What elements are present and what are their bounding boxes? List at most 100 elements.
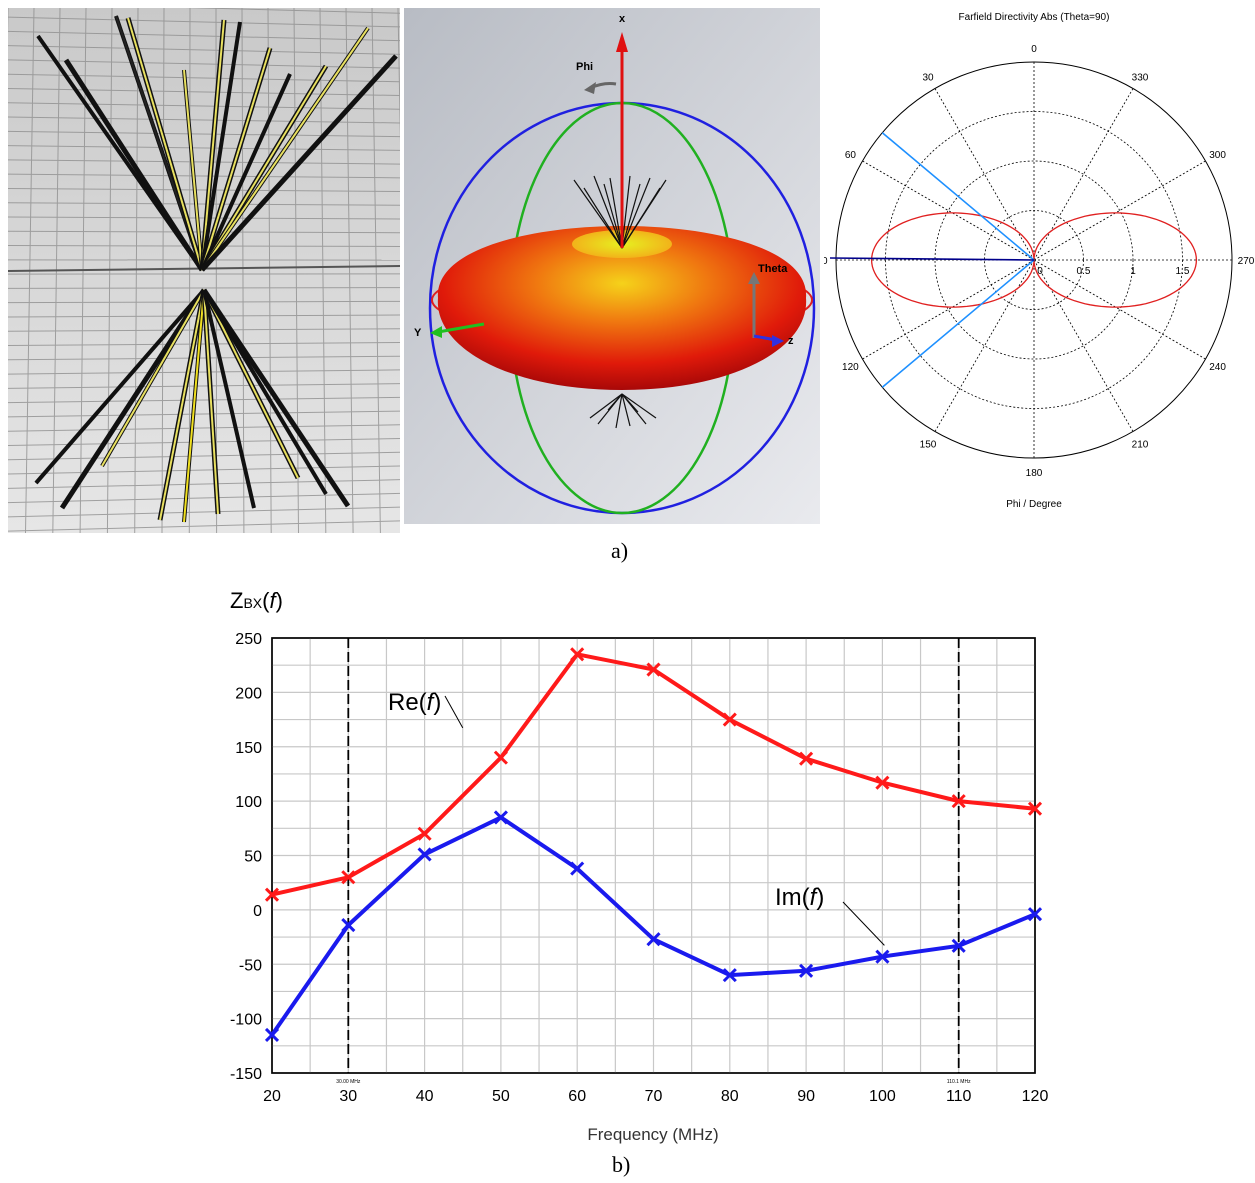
- series-label-leader: [444, 695, 464, 729]
- polar-spoke: [862, 160, 1035, 261]
- polar-spoke: [1033, 259, 1134, 432]
- wire-3d: [621, 393, 657, 419]
- polar-angle-label: 240: [1209, 362, 1226, 373]
- antenna-3d-wires: [573, 175, 667, 429]
- frequency-marker-label: 30.00 MHz: [336, 1079, 361, 1085]
- data-point-marker: [1027, 907, 1043, 922]
- wire-3d: [589, 393, 623, 419]
- y-tick-label: -150: [230, 1066, 262, 1083]
- data-point-marker: [264, 887, 280, 902]
- data-point-marker: [951, 938, 966, 953]
- beam-line-lower: [881, 259, 1035, 388]
- polar-angle-label: 120: [842, 362, 859, 373]
- beam-line-upper: [881, 132, 1035, 261]
- polar-spoke: [1033, 259, 1206, 360]
- radiation-pattern-3d: x Phi Theta Y z: [404, 8, 820, 524]
- polar-angle-label: 330: [1132, 72, 1149, 83]
- series-label: Re(f): [388, 689, 441, 716]
- chart-series: [264, 647, 1043, 1042]
- data-point-marker: [799, 963, 814, 978]
- chart-annotations: Re(f) Im(f): [388, 689, 885, 946]
- y-tick-label: 150: [235, 740, 262, 757]
- y-tick-label: -50: [239, 957, 262, 974]
- data-point-marker: [722, 712, 737, 727]
- x-tick-label: 80: [721, 1088, 739, 1105]
- wire-3d: [621, 393, 631, 427]
- polar-curves: [829, 132, 1198, 388]
- data-point-marker: [341, 870, 356, 885]
- data-point-marker: [493, 750, 508, 765]
- polar-angle-label: 270: [1238, 256, 1255, 267]
- data-point-marker: [1027, 801, 1043, 816]
- data-point-marker: [417, 847, 432, 862]
- polar-title: Farfield Directivity Abs (Theta=90): [959, 12, 1110, 23]
- wire-3d: [615, 393, 623, 429]
- x-tick-label: 30: [339, 1088, 357, 1105]
- x-tick-label: 20: [263, 1088, 281, 1105]
- wire-3d: [607, 393, 623, 411]
- data-point-marker: [875, 949, 890, 964]
- wire-3d: [593, 175, 623, 249]
- axis-y-label: Y: [414, 327, 422, 339]
- polar-ring: [934, 160, 1134, 360]
- data-point-marker: [493, 810, 508, 825]
- wire-3d: [621, 183, 641, 249]
- axis-x-label: x: [619, 13, 626, 25]
- caption-b: b): [612, 1152, 631, 1177]
- data-point-marker: [951, 794, 966, 809]
- polar-radial-labels: 0 0.5 1 1.5: [1037, 266, 1190, 277]
- caption-a: a): [611, 538, 629, 563]
- y-tick-label: -100: [230, 1012, 262, 1029]
- impedance-chart: 30.00 MHz 110.1 MHz 20 30 40 50 60 70 80 90 100 11…: [230, 588, 1048, 1144]
- polar-xlabel: Phi / Degree: [1006, 499, 1062, 510]
- wire-3d: [583, 187, 623, 249]
- wire-3d: [621, 393, 647, 425]
- frequency-marker-label: 110.1 MHz: [947, 1079, 971, 1085]
- polar-radial-label: 0: [1037, 266, 1043, 277]
- theta-label: Theta: [758, 263, 788, 275]
- x-tick-label: 70: [645, 1088, 663, 1105]
- x-tick-label: 120: [1022, 1088, 1049, 1105]
- polar-spoke: [862, 259, 1035, 360]
- polar-angle-labels: 0 30 60 90 120 150 180 210 240 270 300 330: [824, 44, 1255, 479]
- polar-grid: [835, 61, 1233, 459]
- polar-angle-label: 150: [920, 440, 937, 451]
- data-point-marker: [722, 968, 737, 983]
- data-point-marker: [799, 751, 814, 766]
- data-point-marker: [570, 861, 585, 876]
- wire-3d: [621, 179, 667, 249]
- axis-z-label: z: [788, 335, 794, 347]
- chart-xlabel: Frequency (MHz): [587, 1125, 718, 1144]
- y-tick-label: 50: [244, 849, 262, 866]
- antenna-model-view: [8, 8, 400, 533]
- polar-angle-label: 90: [824, 256, 828, 267]
- polar-directivity-plot: Farfield Directivity Abs (Theta=90) 0 30 6…: [824, 12, 1255, 510]
- data-point-marker: [417, 826, 432, 841]
- y-tick-label: 200: [235, 685, 262, 702]
- polar-radial-label: 1: [1130, 266, 1136, 277]
- polar-angle-label: 210: [1132, 440, 1149, 451]
- polar-angle-label: 30: [922, 72, 934, 83]
- x-tick-label: 60: [568, 1088, 586, 1105]
- polar-radial-label: 0.5: [1077, 266, 1091, 277]
- phi-label: Phi: [576, 61, 593, 73]
- data-point-marker: [570, 647, 585, 662]
- polar-radial-label: 1.5: [1176, 266, 1190, 277]
- data-point-marker: [264, 1027, 280, 1042]
- wire-3d: [621, 177, 651, 249]
- polar-angle-label: 300: [1209, 150, 1226, 161]
- data-point-marker: [341, 918, 356, 933]
- data-point-marker: [646, 662, 661, 677]
- main-direction-line: [829, 257, 1035, 261]
- chart-grid: [271, 637, 1036, 1074]
- y-tick-label: 250: [235, 631, 262, 648]
- chart-marker-lines: 30.00 MHz 110.1 MHz: [336, 638, 971, 1085]
- x-tick-label: 100: [869, 1088, 896, 1105]
- antenna-wires: [34, 15, 398, 523]
- polar-spoke: [1033, 160, 1206, 261]
- torus-pattern: [437, 226, 807, 390]
- x-tick-label: 40: [416, 1088, 434, 1105]
- x-tick-label: 90: [797, 1088, 815, 1105]
- y-tick-label: 0: [253, 903, 262, 920]
- chart-axes: 20 30 40 50 60 70 80 90 100 110 120 -150 -100 -50 0 50 1…: [230, 631, 1048, 1105]
